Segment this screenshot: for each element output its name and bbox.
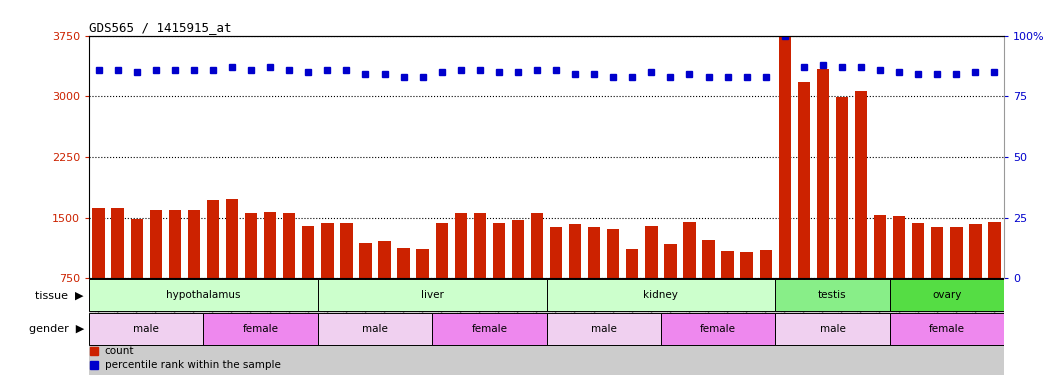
- Text: tissue  ▶: tissue ▶: [36, 290, 84, 300]
- Bar: [569, 224, 582, 278]
- Bar: [646, 226, 657, 278]
- Bar: [474, 213, 486, 278]
- Bar: [661, 313, 776, 345]
- Bar: [588, 227, 601, 278]
- Text: ovary: ovary: [932, 290, 961, 300]
- Bar: [874, 215, 887, 278]
- Bar: [798, 82, 810, 278]
- Bar: [912, 224, 924, 278]
- Bar: [626, 249, 638, 278]
- Bar: [169, 210, 181, 278]
- Bar: [890, 313, 1004, 345]
- Text: count: count: [105, 346, 134, 356]
- Bar: [89, 278, 1004, 375]
- Bar: [359, 243, 372, 278]
- Bar: [683, 222, 696, 278]
- Bar: [988, 222, 1001, 278]
- Bar: [245, 213, 258, 278]
- Bar: [341, 222, 352, 278]
- Bar: [206, 200, 219, 278]
- Text: testis: testis: [818, 290, 847, 300]
- Text: male: male: [133, 324, 159, 334]
- Bar: [816, 69, 829, 278]
- Bar: [92, 208, 105, 278]
- Bar: [436, 224, 447, 278]
- Text: female: female: [700, 324, 736, 334]
- Bar: [835, 97, 848, 278]
- Text: kidney: kidney: [643, 290, 678, 300]
- Bar: [225, 199, 238, 278]
- Bar: [547, 279, 776, 311]
- Bar: [397, 248, 410, 278]
- Bar: [776, 313, 890, 345]
- Text: male: male: [591, 324, 616, 334]
- Text: hypothalamus: hypothalamus: [167, 290, 241, 300]
- Text: male: male: [820, 324, 846, 334]
- Bar: [89, 313, 203, 345]
- Bar: [203, 313, 318, 345]
- Bar: [321, 224, 333, 278]
- Bar: [416, 249, 429, 278]
- Bar: [664, 244, 677, 278]
- Bar: [530, 213, 543, 278]
- Bar: [779, 37, 791, 278]
- Bar: [264, 212, 277, 278]
- Bar: [432, 313, 547, 345]
- Bar: [188, 210, 200, 278]
- Text: female: female: [472, 324, 507, 334]
- Text: gender  ▶: gender ▶: [28, 324, 84, 334]
- Bar: [607, 229, 619, 278]
- Text: liver: liver: [420, 290, 443, 300]
- Bar: [318, 313, 432, 345]
- Bar: [283, 213, 296, 278]
- Bar: [550, 227, 563, 278]
- Bar: [741, 252, 752, 278]
- Bar: [931, 227, 943, 278]
- Bar: [89, 279, 318, 311]
- Bar: [547, 313, 661, 345]
- Text: male: male: [362, 324, 388, 334]
- Bar: [855, 92, 868, 278]
- Text: percentile rank within the sample: percentile rank within the sample: [105, 360, 281, 370]
- Text: female: female: [243, 324, 279, 334]
- Bar: [318, 279, 547, 311]
- Bar: [951, 227, 962, 278]
- Bar: [131, 219, 143, 278]
- Bar: [111, 208, 124, 278]
- Bar: [776, 279, 890, 311]
- Bar: [890, 279, 1004, 311]
- Bar: [302, 226, 314, 278]
- Bar: [378, 241, 391, 278]
- Bar: [721, 251, 734, 278]
- Bar: [760, 250, 772, 278]
- Bar: [702, 240, 715, 278]
- Bar: [455, 213, 467, 278]
- Bar: [493, 224, 505, 278]
- Bar: [893, 216, 905, 278]
- Text: GDS565 / 1415915_at: GDS565 / 1415915_at: [89, 21, 232, 34]
- Text: female: female: [929, 324, 965, 334]
- Bar: [150, 210, 162, 278]
- Bar: [969, 224, 982, 278]
- Bar: [511, 220, 524, 278]
